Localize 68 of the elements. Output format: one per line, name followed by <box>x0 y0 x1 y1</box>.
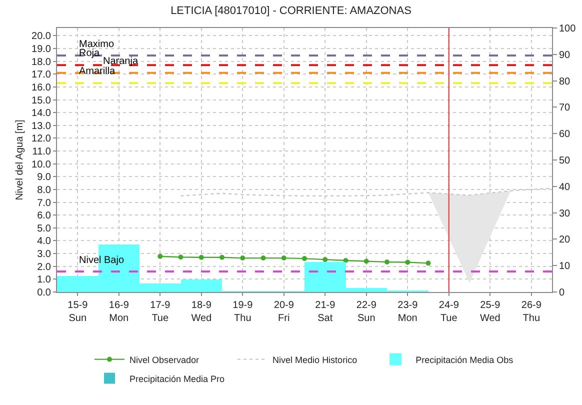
y2-tick-label: 10 <box>559 261 571 272</box>
y2-tick-label: 40 <box>559 182 571 193</box>
legend-label: Nivel Observador <box>130 354 200 365</box>
point <box>426 260 431 266</box>
y-tick-label: 5.0 <box>37 223 52 234</box>
x-tick-label: 18-9 Wed <box>191 300 212 324</box>
y-tick-label: 1.0 <box>37 274 52 286</box>
legend-label: Precipitación Media Pro <box>130 374 225 384</box>
x-tick-label: 20-9 Fri <box>274 300 294 324</box>
y2-tick-label: 30 <box>559 208 571 220</box>
y-tick-label: 11.0 <box>32 146 52 158</box>
y2-tick-label: 100 <box>559 24 576 34</box>
legend-label: Precipitación Media Obs <box>416 354 514 365</box>
y-tick-label: 12.0 <box>32 134 52 145</box>
point <box>220 254 224 260</box>
y-tick-label: 14.0 <box>32 108 52 120</box>
x-tick-label: 24-9 Tue <box>438 300 460 324</box>
x-tick-label: 15-9 Sun <box>68 300 88 324</box>
y-tick-label: 16.0 <box>32 82 52 94</box>
point <box>158 254 163 259</box>
ref-line-label: Maximo <box>79 39 114 50</box>
y2-tick-label: 20 <box>559 234 571 246</box>
x-tick-label: 26-9 Thu <box>521 300 542 324</box>
y-tick-label: 9.0 <box>37 172 52 184</box>
x-tick-label: 17-9 Tue <box>150 300 171 324</box>
x-tick-label: 21-9 Sat <box>315 300 336 324</box>
point <box>364 258 369 264</box>
y2-tick-label: 0 <box>559 288 565 298</box>
x-tick-label: 23-9 Mon <box>398 300 418 324</box>
point <box>302 256 307 262</box>
y-axis-title: Nivel del Agua [m] <box>14 119 26 200</box>
legend-label: Nivel Medio Historico <box>272 354 358 365</box>
y-tick-label: 2.0 <box>37 262 52 273</box>
y-tick-label: 4.0 <box>37 236 52 248</box>
y-tick-label: 13.0 <box>32 120 52 132</box>
ref-line-label: Roja <box>79 48 100 59</box>
point <box>178 254 184 260</box>
point <box>198 254 204 260</box>
y2-tick-label: 90 <box>559 50 571 61</box>
y-tick-label: 8.0 <box>37 184 52 196</box>
x-tick-label: 16-9 Mon <box>108 300 130 324</box>
ref-line-label: Naranja <box>103 56 138 67</box>
y2-tick-label: 50 <box>559 156 571 166</box>
point <box>322 257 328 262</box>
chart-title: LETICIA [48017010] - CORRIENTE: AMAZONAS <box>170 4 412 17</box>
x-tick-label: 19-9 Thu <box>232 300 254 324</box>
y-tick-label: 17.0 <box>32 70 52 81</box>
y-tick-label: 6.0 <box>37 210 52 222</box>
x-tick-label: 22-9 Sun <box>356 300 377 324</box>
y-tick-label: 19.0 <box>32 44 52 55</box>
y-tick-label: 15.0 <box>32 95 52 106</box>
ref-line-label: Amarilla <box>79 66 116 77</box>
y-tick-label: 20.0 <box>32 31 52 42</box>
point <box>384 260 390 265</box>
y2-tick-label: 80 <box>559 76 571 88</box>
y2-tick-label: 60 <box>559 129 571 140</box>
x-tick-label: 25-9 Wed <box>480 300 501 324</box>
y-tick-label: 7.0 <box>37 198 52 209</box>
point <box>260 256 266 261</box>
point <box>405 260 410 265</box>
y-tick-label: 0.0 <box>37 288 52 298</box>
point <box>281 256 286 261</box>
point <box>343 258 348 263</box>
y-tick-label: 10.0 <box>32 159 52 170</box>
y-tick-label: 18.0 <box>32 56 52 68</box>
y-tick-label: 3.0 <box>37 249 52 260</box>
y2-tick-label: 70 <box>559 102 571 114</box>
point <box>240 256 246 261</box>
